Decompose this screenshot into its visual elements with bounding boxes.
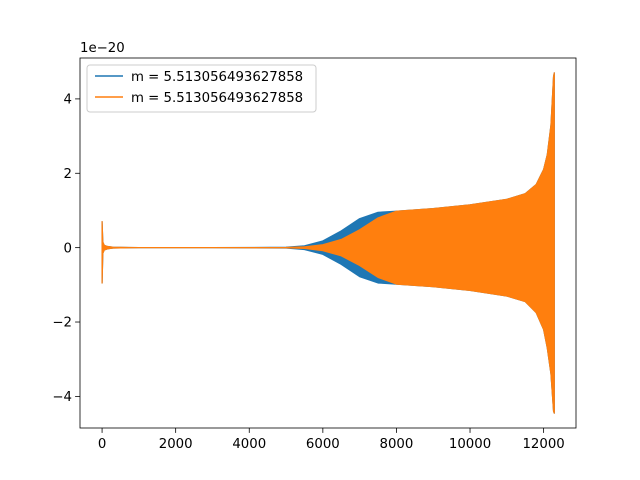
axes-frame bbox=[79, 57, 577, 429]
legend-label-series-2: m = 5.513056493627858 bbox=[131, 91, 303, 106]
y-tick-label: 0 bbox=[64, 241, 72, 256]
legend-label-series-1: m = 5.513056493627858 bbox=[131, 70, 303, 85]
x-tick-label: 10000 bbox=[449, 437, 491, 452]
x-axis: 0 2000 4000 6000 8000 10000 12000 bbox=[98, 428, 565, 452]
y-tick-label: 4 bbox=[64, 93, 72, 108]
legend: m = 5.513056493627858 m = 5.513056493627… bbox=[86, 64, 317, 113]
y-offset-text: 1e−20 bbox=[80, 41, 125, 56]
y-tick-label: −2 bbox=[52, 316, 72, 331]
y-axis: −4 −2 0 2 4 bbox=[52, 93, 80, 405]
legend-box bbox=[86, 64, 317, 113]
x-tick-label: 12000 bbox=[522, 437, 564, 452]
y-tick-label: −4 bbox=[52, 390, 72, 405]
series-2-band bbox=[101, 72, 555, 414]
plot-area bbox=[101, 72, 555, 414]
x-tick-label: 4000 bbox=[232, 437, 266, 452]
y-tick-label: 2 bbox=[64, 167, 72, 182]
x-tick-label: 8000 bbox=[380, 437, 414, 452]
x-tick-label: 6000 bbox=[306, 437, 340, 452]
x-tick-label: 0 bbox=[98, 437, 106, 452]
x-tick-label: 2000 bbox=[159, 437, 193, 452]
